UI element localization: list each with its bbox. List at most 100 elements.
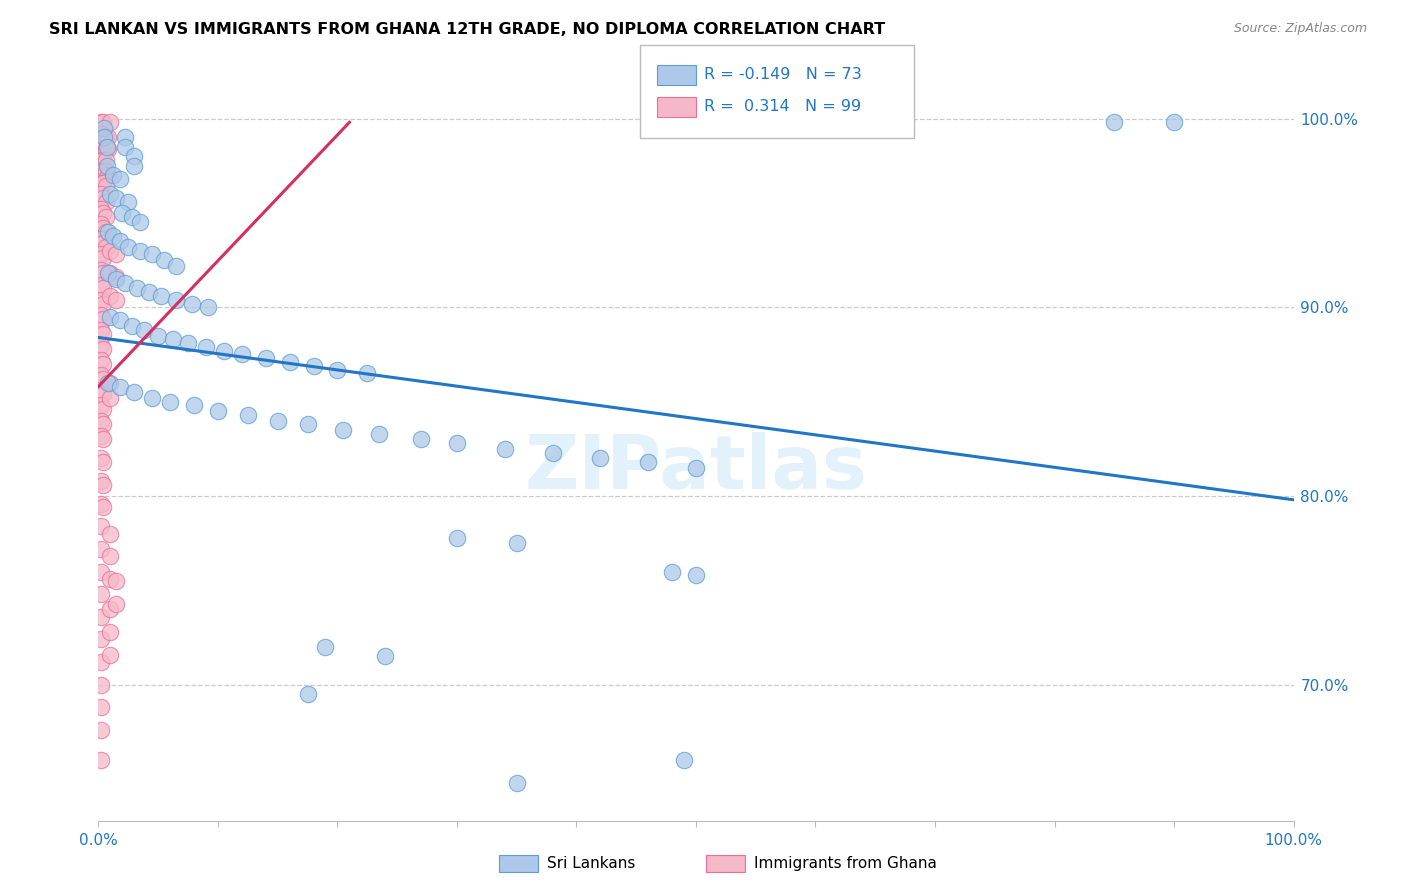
- Point: [98, 266, 122, 280]
- Point: [91, 500, 114, 515]
- Point: [90, 519, 112, 533]
- Point: [180, 296, 202, 310]
- Point: [91, 127, 114, 141]
- Point: [124, 159, 146, 173]
- Point: [94, 225, 117, 239]
- Point: [98, 244, 122, 258]
- Point: [148, 328, 170, 343]
- Point: [90, 384, 112, 398]
- Point: [90, 753, 112, 767]
- Point: [91, 115, 114, 129]
- Point: [105, 574, 128, 588]
- Point: [124, 385, 146, 400]
- Point: [90, 678, 112, 692]
- Point: [446, 436, 468, 450]
- Point: [98, 549, 122, 564]
- Point: [91, 477, 114, 491]
- Point: [101, 228, 124, 243]
- Point: [108, 313, 131, 327]
- Point: [197, 300, 219, 314]
- Point: [129, 244, 152, 258]
- Point: [97, 130, 120, 145]
- Point: [91, 326, 114, 341]
- Point: [90, 587, 112, 601]
- Point: [90, 202, 112, 216]
- Point: [90, 723, 112, 737]
- Point: [90, 451, 112, 466]
- Point: [149, 289, 172, 303]
- Point: [91, 176, 114, 190]
- Point: [91, 433, 114, 447]
- Point: [105, 270, 128, 285]
- Point: [506, 776, 529, 790]
- Point: [267, 413, 290, 427]
- Point: [98, 289, 122, 303]
- Point: [98, 572, 122, 586]
- Point: [125, 281, 148, 295]
- Point: [114, 140, 136, 154]
- Point: [374, 649, 396, 664]
- Point: [90, 153, 112, 167]
- Point: [90, 232, 112, 246]
- Point: [97, 225, 120, 239]
- Point: [108, 234, 131, 248]
- Point: [101, 168, 124, 182]
- Point: [90, 632, 112, 647]
- Point: [165, 293, 187, 307]
- Point: [278, 355, 301, 369]
- Point: [91, 296, 114, 310]
- Point: [90, 338, 112, 352]
- Point: [98, 376, 122, 390]
- Point: [90, 323, 112, 337]
- Point: [207, 404, 229, 418]
- Text: ZIPatlas: ZIPatlas: [524, 432, 868, 505]
- Point: [114, 130, 136, 145]
- Point: [236, 408, 259, 422]
- Point: [91, 142, 114, 156]
- Point: [254, 351, 277, 366]
- Point: [297, 417, 319, 432]
- Point: [162, 332, 184, 346]
- Point: [98, 526, 122, 541]
- Point: [1104, 115, 1126, 129]
- Point: [94, 210, 117, 224]
- Point: [97, 376, 120, 390]
- Point: [111, 206, 134, 220]
- Point: [90, 353, 112, 368]
- Point: [98, 648, 122, 662]
- Text: R = -0.149   N = 73: R = -0.149 N = 73: [704, 67, 862, 81]
- Point: [506, 536, 529, 550]
- Point: [90, 308, 112, 322]
- Point: [91, 342, 114, 356]
- Point: [90, 262, 112, 277]
- Point: [94, 130, 117, 145]
- Text: R =  0.314   N = 99: R = 0.314 N = 99: [704, 99, 862, 113]
- Point: [121, 319, 143, 334]
- Point: [90, 176, 112, 190]
- Point: [673, 753, 696, 767]
- Point: [494, 442, 516, 456]
- Point: [90, 609, 112, 624]
- Point: [195, 340, 218, 354]
- Point: [94, 240, 117, 254]
- Text: Source: ZipAtlas.com: Source: ZipAtlas.com: [1233, 22, 1367, 36]
- Point: [589, 451, 612, 466]
- Point: [114, 276, 136, 290]
- Point: [91, 372, 114, 386]
- Point: [685, 568, 707, 582]
- Point: [98, 115, 122, 129]
- Point: [91, 402, 114, 417]
- Point: [159, 394, 181, 409]
- Point: [90, 115, 112, 129]
- Point: [98, 310, 122, 324]
- Point: [446, 531, 468, 545]
- Point: [108, 172, 131, 186]
- Point: [132, 323, 155, 337]
- Point: [90, 413, 112, 427]
- Point: [90, 187, 112, 202]
- Point: [105, 272, 128, 286]
- Point: [98, 391, 122, 405]
- Point: [1163, 115, 1185, 129]
- Point: [91, 417, 114, 432]
- Point: [368, 426, 391, 441]
